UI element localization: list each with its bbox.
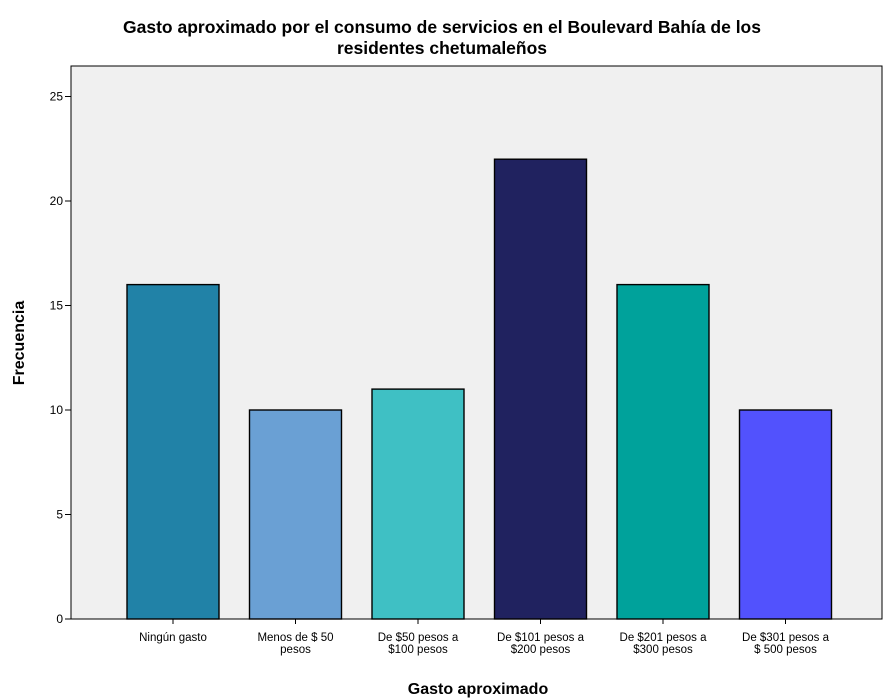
x-tick-label: De $201 pesos a xyxy=(620,632,708,644)
y-tick-label: 25 xyxy=(50,90,64,104)
x-tick-label: pesos xyxy=(280,644,311,656)
chart-title: Gasto aproximado por el consumo de servi… xyxy=(123,17,761,58)
x-tick-label: $100 pesos xyxy=(388,644,448,656)
chart-title-line-2: residentes chetumaleños xyxy=(337,38,547,58)
y-tick-label: 10 xyxy=(50,403,64,417)
x-tick-label: De $101 pesos a xyxy=(497,632,585,644)
x-tick-label: Menos de $ 50 xyxy=(257,632,333,644)
x-axis-title: Gasto aproximado xyxy=(408,681,549,698)
bar xyxy=(493,158,588,620)
x-tick-label: $200 pesos xyxy=(511,644,571,656)
x-tick-label: De $301 pesos a xyxy=(742,632,830,644)
x-tick-label: $300 pesos xyxy=(633,644,693,656)
bar xyxy=(616,283,710,620)
bar xyxy=(248,409,343,620)
bars-group xyxy=(126,158,833,620)
bar xyxy=(126,283,220,620)
bar xyxy=(738,409,833,620)
x-tick-label: De $50 pesos a xyxy=(378,632,459,644)
chart-title-line-1: Gasto aproximado por el consumo de servi… xyxy=(123,17,761,37)
y-tick-label: 5 xyxy=(56,508,63,522)
y-tick-label: 20 xyxy=(50,194,64,208)
y-axis: 0 5 10 15 20 25 xyxy=(50,66,72,626)
y-tick-label: 15 xyxy=(50,299,64,313)
bar xyxy=(371,388,465,620)
x-tick-label: $ 500 pesos xyxy=(754,644,817,656)
y-axis-title: Frecuencia xyxy=(11,301,28,386)
y-tick-label: 0 xyxy=(56,612,63,626)
x-tick-label: Ningún gasto xyxy=(139,632,207,644)
